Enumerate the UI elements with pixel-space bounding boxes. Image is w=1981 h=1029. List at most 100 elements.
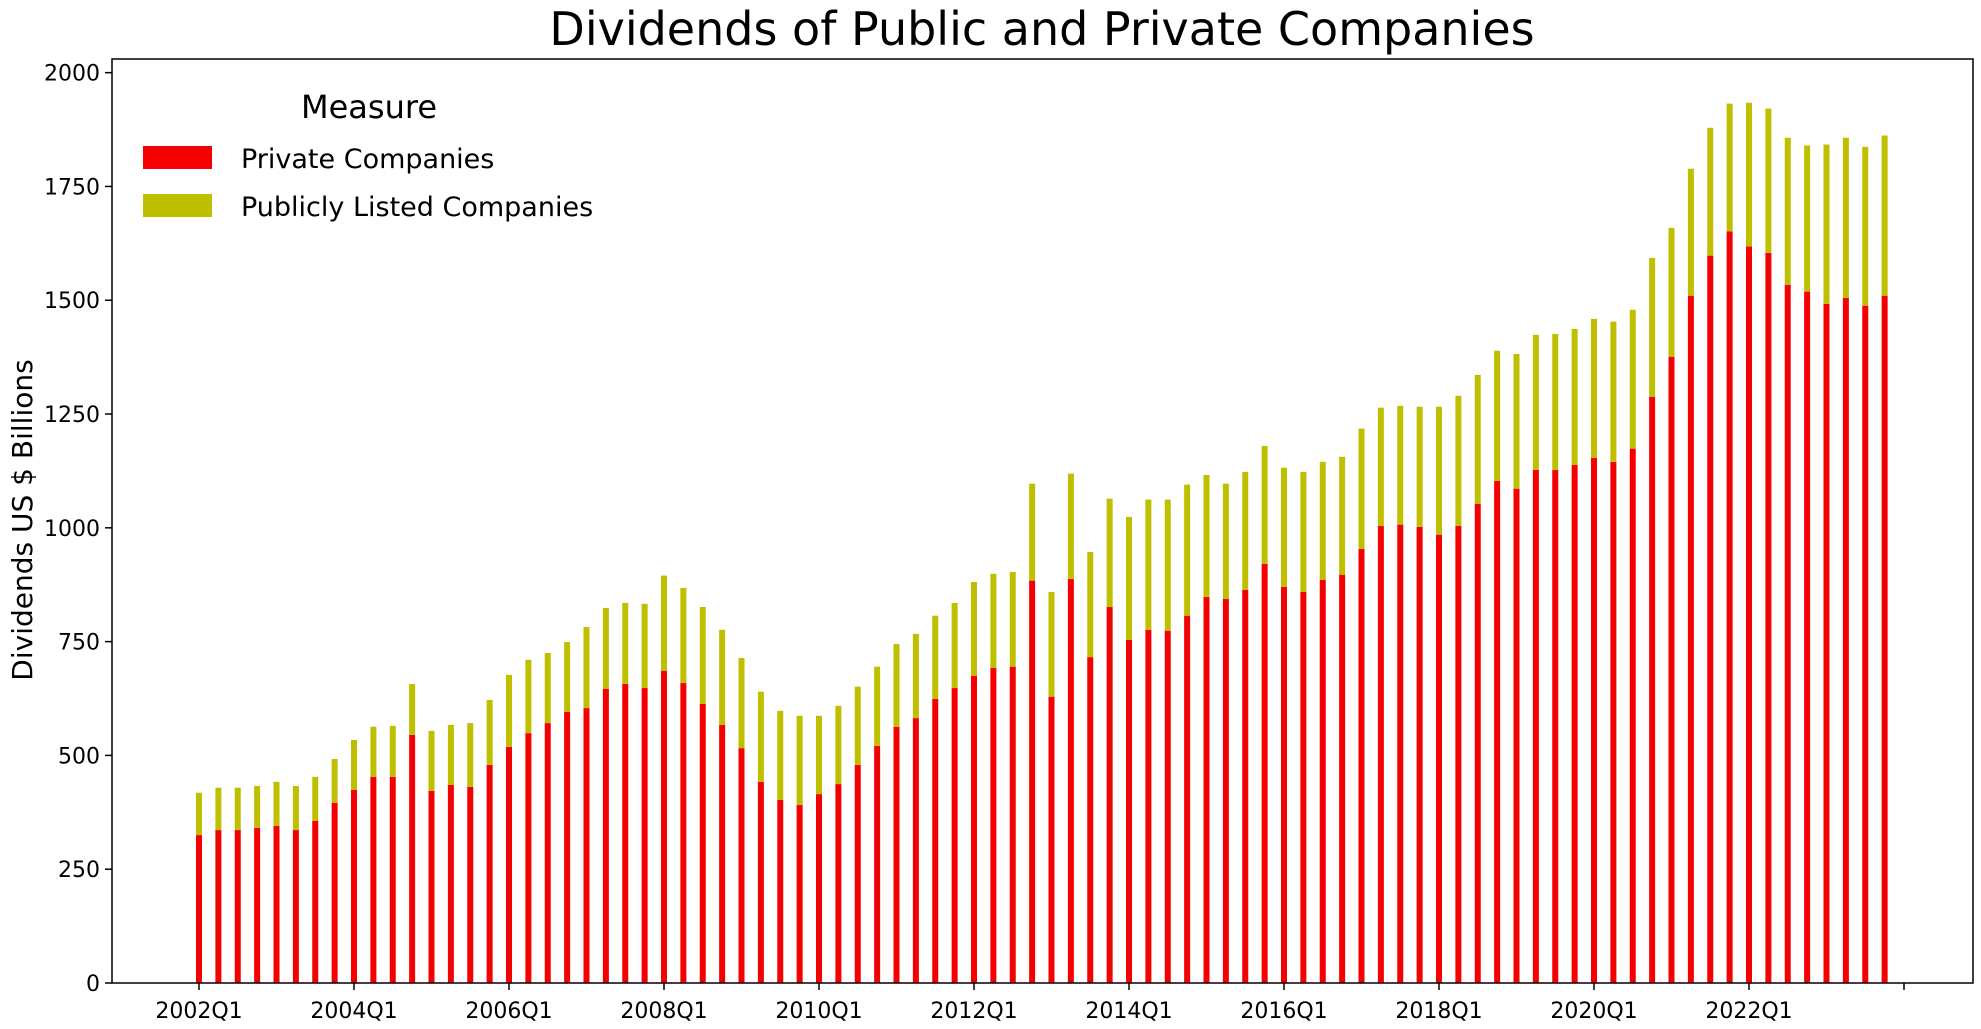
- bar-private-2004Q4: [409, 734, 416, 983]
- plot-frame: [111, 58, 1974, 984]
- bar-public-2007Q1: [583, 627, 590, 709]
- legend-swatch-public: [143, 194, 212, 217]
- y-tick-label: 2000: [44, 62, 100, 87]
- y-tick-label: 1750: [44, 175, 100, 200]
- bar-private-2014Q1: [1126, 639, 1132, 983]
- bar-public-2012Q1: [971, 581, 977, 676]
- bar-private-2020Q2: [1610, 461, 1617, 984]
- bar-public-2006Q1: [506, 674, 512, 747]
- bar-public-2004Q1: [351, 739, 357, 791]
- bar-private-2004Q2: [370, 776, 377, 983]
- bar-private-2005Q2: [447, 785, 454, 983]
- bar-private-2022Q3: [1784, 284, 1791, 983]
- bar-public-2018Q2: [1455, 395, 1462, 527]
- bar-public-2007Q4: [641, 603, 648, 689]
- bar-public-2019Q1: [1513, 353, 1520, 489]
- bar-public-2004Q4: [409, 683, 416, 735]
- bar-private-2011Q3: [932, 698, 939, 983]
- bar-private-2013Q4: [1106, 607, 1113, 983]
- bar-private-2019Q3: [1552, 470, 1559, 983]
- bars-group: [196, 102, 1888, 984]
- bar-private-2020Q3: [1629, 448, 1636, 983]
- bar-private-2005Q3: [467, 786, 474, 983]
- bar-public-2019Q3: [1552, 333, 1559, 471]
- bar-public-2015Q2: [1222, 483, 1229, 599]
- bar-private-2007Q1: [583, 708, 590, 983]
- bar-private-2003Q4: [331, 802, 338, 983]
- bar-public-2020Q2: [1610, 321, 1617, 462]
- bar-private-2015Q1: [1203, 597, 1210, 983]
- x-tick-label: 2008Q1: [620, 999, 707, 1024]
- bar-public-2020Q3: [1629, 309, 1636, 449]
- bar-public-2010Q2: [835, 705, 842, 785]
- bar-private-2017Q1: [1358, 548, 1365, 983]
- bar-public-2014Q4: [1184, 484, 1191, 616]
- bar-private-2013Q3: [1087, 657, 1094, 983]
- bar-private-2011Q2: [912, 718, 919, 983]
- bar-private-2009Q2: [757, 781, 764, 983]
- bar-private-2020Q4: [1649, 396, 1656, 983]
- x-tick-label: 2016Q1: [1240, 999, 1327, 1024]
- bar-private-2003Q2: [292, 830, 299, 983]
- bar-public-2005Q3: [467, 723, 474, 787]
- legend-title: Measure: [301, 88, 437, 126]
- bar-public-2019Q2: [1532, 334, 1539, 471]
- bar-public-2007Q2: [602, 607, 609, 689]
- bar-private-2012Q2: [990, 668, 997, 983]
- x-tick-label: 2014Q1: [1085, 999, 1172, 1024]
- bar-private-2012Q4: [1029, 580, 1036, 983]
- chart-title: Dividends of Public and Private Companie…: [549, 2, 1534, 56]
- bar-private-2019Q2: [1532, 470, 1539, 983]
- x-tick-label: 2022Q1: [1705, 999, 1792, 1024]
- y-tick-label: 250: [58, 858, 100, 883]
- bar-private-2009Q4: [796, 805, 803, 983]
- bar-public-2002Q4: [254, 785, 261, 828]
- bar-public-2016Q2: [1300, 471, 1307, 593]
- bar-public-2017Q2: [1377, 407, 1384, 526]
- bar-public-2023Q3: [1862, 146, 1869, 306]
- bar-public-2021Q3: [1707, 127, 1714, 256]
- bar-public-2023Q2: [1842, 137, 1849, 298]
- bar-public-2008Q1: [661, 575, 667, 671]
- bar-private-2013Q1: [1048, 696, 1055, 983]
- bar-private-2016Q2: [1300, 592, 1307, 983]
- bar-private-2014Q4: [1184, 615, 1191, 983]
- legend-label-private: Private Companies: [241, 144, 494, 175]
- y-tick-label: 750: [58, 631, 100, 656]
- bar-private-2023Q1: [1823, 303, 1830, 983]
- y-tick-label: 0: [86, 972, 100, 997]
- bar-public-2009Q2: [757, 691, 764, 782]
- bar-private-2023Q4: [1881, 295, 1888, 983]
- bar-private-2014Q3: [1164, 630, 1171, 983]
- bar-public-2011Q2: [912, 633, 919, 719]
- bar-private-2006Q3: [544, 723, 551, 983]
- y-axis-label: Dividends US $ Billions: [6, 359, 39, 680]
- bar-public-2003Q1: [273, 781, 280, 826]
- bar-public-2013Q2: [1067, 473, 1074, 579]
- bar-private-2017Q2: [1377, 526, 1384, 983]
- bar-public-2002Q2: [215, 787, 222, 831]
- bar-public-2017Q1: [1358, 428, 1365, 549]
- bar-public-2003Q4: [331, 759, 338, 803]
- bar-private-2008Q3: [699, 703, 706, 983]
- bar-private-2016Q1: [1281, 587, 1287, 983]
- bar-private-2011Q1: [893, 726, 900, 983]
- bar-private-2006Q4: [564, 711, 571, 983]
- bar-private-2015Q3: [1242, 589, 1249, 983]
- bar-public-2010Q1: [816, 715, 822, 795]
- bar-public-2009Q4: [796, 715, 803, 806]
- bar-public-2003Q3: [312, 776, 319, 821]
- bar-public-2005Q2: [447, 724, 454, 785]
- bar-public-2003Q2: [292, 785, 299, 831]
- bar-public-2015Q4: [1261, 445, 1268, 564]
- bar-public-2019Q4: [1571, 328, 1578, 466]
- bar-public-2018Q4: [1494, 350, 1501, 481]
- y-axis-ticks: 0 250 500 750 1000 1250 1500 1750 2000: [44, 62, 112, 997]
- bar-private-2010Q4: [874, 745, 881, 983]
- bar-private-2014Q2: [1145, 629, 1152, 983]
- y-tick-label: 1000: [44, 517, 100, 542]
- bar-public-2009Q1: [738, 658, 745, 749]
- bar-private-2003Q3: [312, 820, 319, 983]
- legend-swatch-private: [143, 146, 212, 169]
- bar-public-2008Q4: [719, 629, 726, 725]
